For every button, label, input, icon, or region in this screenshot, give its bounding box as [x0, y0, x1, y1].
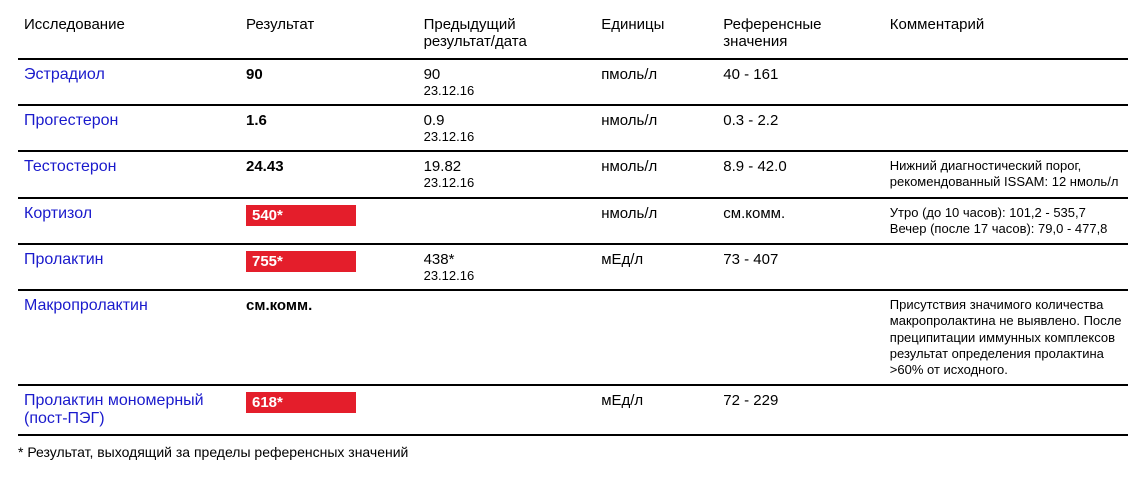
test-name-cell: Прогестерон — [18, 105, 240, 151]
header-row: Исследование Результат Предыдущий резуль… — [18, 12, 1128, 59]
previous-date: 23.12.16 — [424, 83, 590, 98]
header-reference: Референсные значения — [717, 12, 884, 59]
table-row: Пролактин мономерный (пост-ПЭГ) 618* мЕд/л… — [18, 385, 1128, 435]
previous-value: 0.9 — [424, 112, 590, 129]
header-units: Единицы — [595, 12, 717, 59]
test-name-cell: Пролактин мономерный (пост-ПЭГ) — [18, 385, 240, 435]
lab-results-table: Исследование Результат Предыдущий резуль… — [18, 12, 1128, 436]
table-row: Пролактин755*438*23.12.16мЕд/л73 - 407 — [18, 244, 1128, 290]
previous-cell: 438*23.12.16 — [418, 244, 596, 290]
previous-date: 23.12.16 — [424, 129, 590, 144]
table-row: Кортизол 540* нмоль/лсм.комм.Утро (до 10 ч… — [18, 198, 1128, 245]
test-name-cell: Пролактин — [18, 244, 240, 290]
result-cell: 755* — [240, 244, 418, 290]
result-flagged: 755* — [246, 251, 356, 272]
previous-value: 90 — [424, 66, 590, 83]
header-comment: Комментарий — [884, 12, 1128, 59]
comment-cell — [884, 385, 1128, 435]
results-body: Эстрадиол909023.12.16пмоль/л40 - 161Прог… — [18, 59, 1128, 435]
result-flagged: 540* — [246, 205, 356, 226]
result-cell: см.комм. — [240, 290, 418, 385]
footnote: * Результат, выходящий за пределы рефере… — [18, 444, 1128, 460]
previous-date: 23.12.16 — [424, 175, 590, 190]
previous-date: 23.12.16 — [424, 268, 590, 283]
units-cell: нмоль/л — [595, 151, 717, 198]
previous-cell — [418, 385, 596, 435]
table-row: Эстрадиол909023.12.16пмоль/л40 - 161 — [18, 59, 1128, 105]
reference-cell: см.комм. — [717, 198, 884, 245]
units-cell: мЕд/л — [595, 244, 717, 290]
reference-cell: 8.9 - 42.0 — [717, 151, 884, 198]
result-cell: 540* — [240, 198, 418, 245]
result-cell: 90 — [240, 59, 418, 105]
reference-cell: 72 - 229 — [717, 385, 884, 435]
comment-cell: Утро (до 10 часов): 101,2 - 535,7 Вечер … — [884, 198, 1128, 245]
result-cell: 1.6 — [240, 105, 418, 151]
units-cell: мЕд/л — [595, 385, 717, 435]
test-name-cell: Эстрадиол — [18, 59, 240, 105]
header-previous: Предыдущий результат/дата — [418, 12, 596, 59]
previous-value: 438* — [424, 251, 590, 268]
result-cell: 618* — [240, 385, 418, 435]
header-result: Результат — [240, 12, 418, 59]
previous-cell — [418, 290, 596, 385]
table-row: Тестостерон24.4319.8223.12.16нмоль/л8.9 … — [18, 151, 1128, 198]
comment-cell: Присутствия значимого количества макропр… — [884, 290, 1128, 385]
comment-cell — [884, 244, 1128, 290]
test-name-cell: Макропролактин — [18, 290, 240, 385]
previous-value: 19.82 — [424, 158, 590, 175]
units-cell: нмоль/л — [595, 105, 717, 151]
test-name-cell: Кортизол — [18, 198, 240, 245]
result-flagged: 618* — [246, 392, 356, 413]
previous-cell: 19.8223.12.16 — [418, 151, 596, 198]
comment-cell: Нижний диагностический порог, рекомендов… — [884, 151, 1128, 198]
reference-cell: 73 - 407 — [717, 244, 884, 290]
table-row: Макропролактинсм.комм. Присутствия значим… — [18, 290, 1128, 385]
previous-cell: 0.923.12.16 — [418, 105, 596, 151]
comment-cell — [884, 105, 1128, 151]
reference-cell: 0.3 - 2.2 — [717, 105, 884, 151]
previous-cell — [418, 198, 596, 245]
reference-cell: 40 - 161 — [717, 59, 884, 105]
test-name-cell: Тестостерон — [18, 151, 240, 198]
header-test: Исследование — [18, 12, 240, 59]
units-cell — [595, 290, 717, 385]
previous-cell: 9023.12.16 — [418, 59, 596, 105]
table-row: Прогестерон1.60.923.12.16нмоль/л0.3 - 2.… — [18, 105, 1128, 151]
reference-cell — [717, 290, 884, 385]
units-cell: нмоль/л — [595, 198, 717, 245]
result-cell: 24.43 — [240, 151, 418, 198]
comment-cell — [884, 59, 1128, 105]
units-cell: пмоль/л — [595, 59, 717, 105]
